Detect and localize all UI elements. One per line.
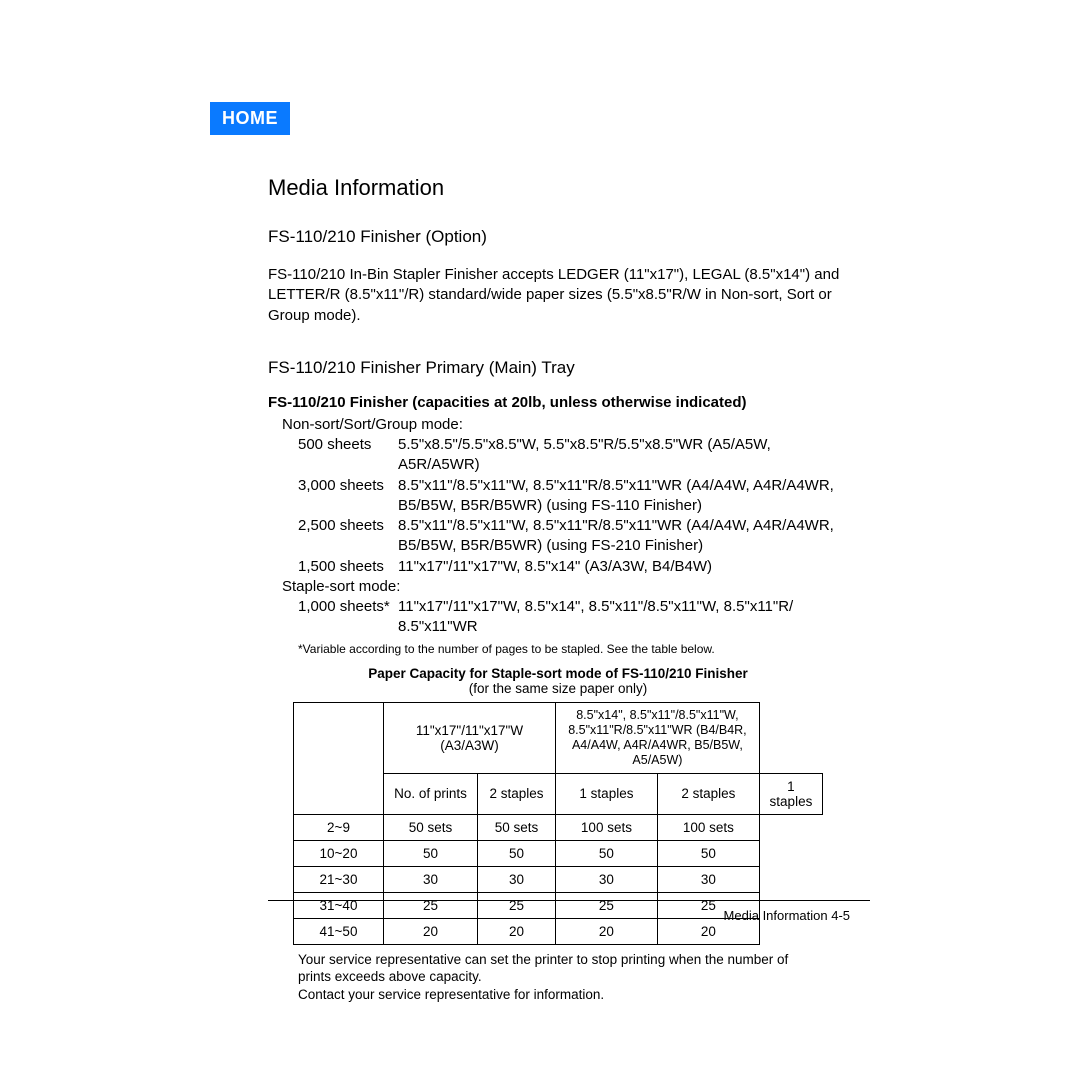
table-cell: 25 [478, 892, 556, 918]
capacity-title: FS-110/210 Finisher (capacities at 20lb,… [268, 394, 848, 411]
table-cell: 50 [384, 840, 478, 866]
intro-text: FS-110/210 In-Bin Stapler Finisher accep… [268, 265, 848, 326]
subsection-heading: FS-110/210 Finisher Primary (Main) Tray [268, 358, 848, 378]
table-cell: 20 [478, 918, 556, 944]
table-cell: 100 sets [555, 814, 657, 840]
table-header: 1 staples [555, 773, 657, 814]
desc: 5.5"x8.5"/5.5"x8.5"W, 5.5"x8.5"R/5.5"x8.… [398, 435, 848, 476]
table-header: No. of prints [384, 773, 478, 814]
table-cell: 30 [555, 866, 657, 892]
table-cell: 50 sets [384, 814, 478, 840]
desc: 8.5"x11"/8.5"x11"W, 8.5"x11"R/8.5"x11"WR… [398, 516, 848, 557]
table-cell: 50 [478, 840, 556, 866]
table-header: 2 staples [657, 773, 759, 814]
desc: 11"x17"/11"x17"W, 8.5"x14" (A3/A3W, B4/B… [398, 557, 848, 577]
qty: 1,000 sheets* [298, 597, 398, 638]
table-header: 8.5"x14", 8.5"x11"/8.5"x11"W, 8.5"x11"R/… [555, 702, 759, 773]
table-header: 2 staples [478, 773, 556, 814]
footnote: *Variable according to the number of pag… [298, 642, 848, 656]
post-note: Your service representative can set the … [298, 951, 824, 986]
table-cell: 50 [555, 840, 657, 866]
table-cell: 25 [384, 892, 478, 918]
capacity-list: Non-sort/Sort/Group mode: 500 sheets5.5"… [268, 415, 848, 638]
post-note: Contact your service representative for … [298, 986, 824, 1004]
table-cell: 21~30 [294, 866, 384, 892]
qty: 2,500 sheets [298, 516, 398, 557]
qty: 3,000 sheets [298, 476, 398, 517]
table-header: 11"x17"/11"x17"W (A3/A3W) [384, 702, 556, 773]
table-cell: 41~50 [294, 918, 384, 944]
table-cell: 10~20 [294, 840, 384, 866]
content-area: Media Information FS-110/210 Finisher (O… [268, 175, 848, 1003]
table-cell: 50 [657, 840, 759, 866]
table-cell: 20 [384, 918, 478, 944]
table-cell: 30 [478, 866, 556, 892]
table-cell: 30 [657, 866, 759, 892]
table-cell: 20 [555, 918, 657, 944]
table-cell: 31~40 [294, 892, 384, 918]
page-title: Media Information [268, 175, 848, 201]
table-cell: 50 sets [478, 814, 556, 840]
desc: 8.5"x11"/8.5"x11"W, 8.5"x11"R/8.5"x11"WR… [398, 476, 848, 517]
table-cell: 100 sets [657, 814, 759, 840]
table-subtitle: (for the same size paper only) [268, 681, 848, 696]
mode-label: Non-sort/Sort/Group mode: [282, 415, 848, 435]
table-cell: 25 [555, 892, 657, 918]
qty: 1,500 sheets [298, 557, 398, 577]
table-title: Paper Capacity for Staple-sort mode of F… [268, 666, 848, 681]
desc: 11"x17"/11"x17"W, 8.5"x14", 8.5"x11"/8.5… [398, 597, 848, 638]
table-cell: 2~9 [294, 814, 384, 840]
qty: 500 sheets [298, 435, 398, 476]
mode-label: Staple-sort mode: [282, 577, 848, 597]
section-heading: FS-110/210 Finisher (Option) [268, 227, 848, 247]
home-button[interactable]: HOME [210, 102, 290, 135]
table-cell: 30 [384, 866, 478, 892]
footer-rule [268, 900, 870, 901]
footer-text: Media Information 4-5 [724, 908, 850, 923]
table-header: 1 staples [759, 773, 822, 814]
